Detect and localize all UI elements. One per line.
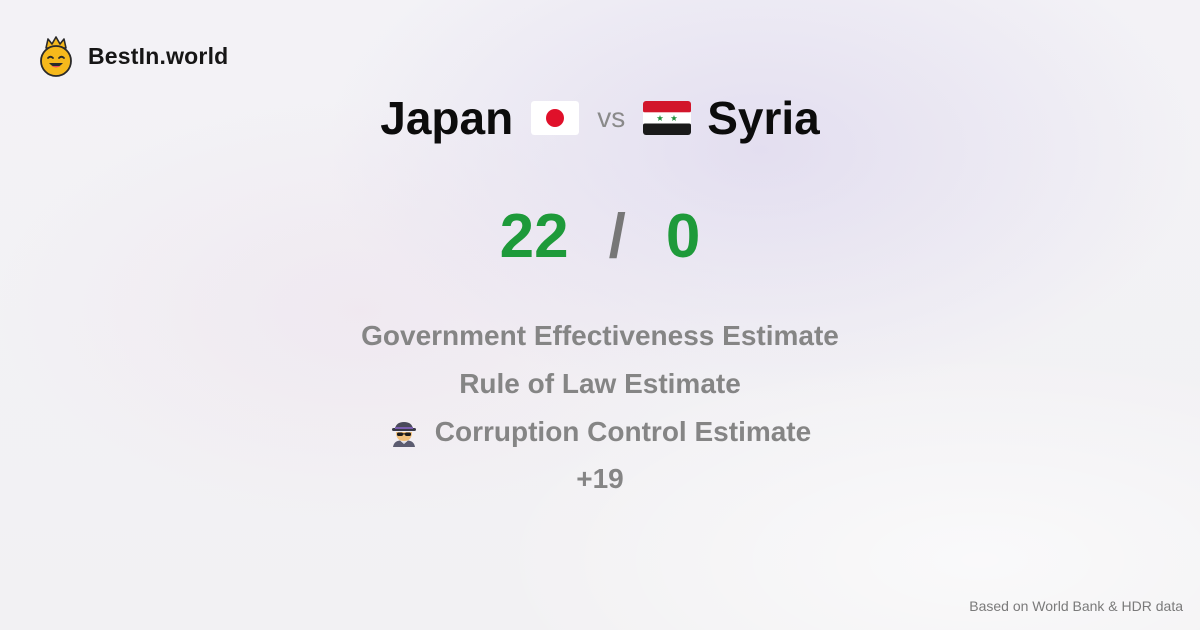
metric-item: Corruption Control Estimate	[389, 408, 811, 456]
metric-item: Government Effectiveness Estimate	[361, 312, 839, 360]
metric-label: Corruption Control Estimate	[434, 416, 812, 447]
score-row: 22 / 0	[0, 196, 1200, 276]
comparison-title: Japan vs Syria	[0, 86, 1200, 150]
metric-label: Rule of Law Estimate	[459, 368, 741, 399]
syria-flag-icon	[643, 101, 692, 135]
metric-item: Rule of Law Estimate	[459, 360, 741, 408]
metric-label: Government Effectiveness Estimate	[361, 320, 839, 351]
more-metrics-count: +19	[576, 463, 624, 494]
brand-name: BestIn.world	[88, 42, 229, 69]
right-score: 0	[665, 201, 701, 271]
detective-icon	[391, 422, 416, 447]
score-separator: /	[608, 201, 626, 271]
metric-list: Government Effectiveness Estimate Rule o…	[0, 312, 1200, 502]
data-source-note: Based on World Bank & HDR data	[969, 598, 1183, 614]
brand[interactable]: BestIn.world	[38, 36, 229, 77]
crowned-smiley-icon	[40, 36, 72, 77]
right-country-name: Syria	[707, 92, 820, 144]
left-country-name: Japan	[380, 92, 514, 144]
japan-flag-icon	[531, 101, 580, 135]
vs-label: vs	[597, 102, 626, 133]
left-score: 22	[499, 201, 569, 271]
